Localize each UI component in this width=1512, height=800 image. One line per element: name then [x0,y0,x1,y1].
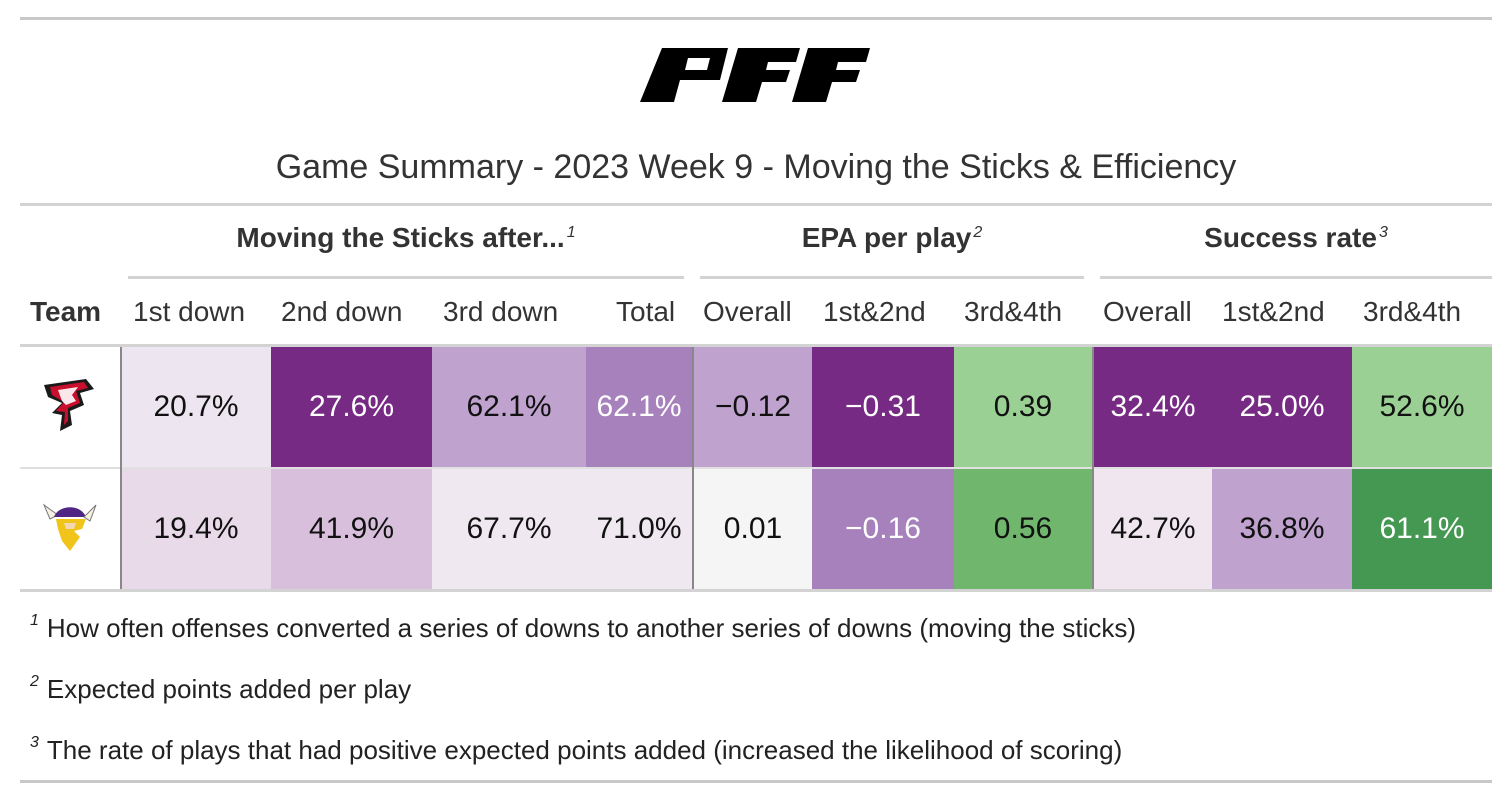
col-sr-3rd-4th: 3rd&4th [1363,296,1462,327]
cell-sr-1st-2nd: 25.0% [1212,347,1352,467]
cell-value: 71.0% [596,512,682,545]
vikings-logo-icon [42,503,97,551]
footnote-1: 1 How often offenses converted a series o… [30,612,1136,644]
footnote-2: 2 Expected points added per play [30,673,411,705]
col-epa-3rd-4th: 3rd&4th [964,296,1063,327]
col-3rd-down: 3rd down [443,296,559,327]
spanner-moving-sticks: Moving the Sticks after... 1 [128,222,684,272]
cell-value: 19.4% [153,512,239,545]
cell-sr-overall: 32.4% [1094,347,1212,467]
footnote-mark: 1 [30,612,39,629]
row-separator [20,467,1492,469]
col-team: Team [30,296,102,327]
cell-value: 62.1% [596,390,682,423]
spanner-underline [128,276,684,279]
cell-value: 61.1% [1379,512,1465,545]
spanner-label: EPA per play [801,222,972,253]
cell-epa-3rd-4th: 0.56 [954,469,1092,589]
footnote-mark: 3 [30,734,39,751]
pff-logo [640,48,870,102]
spanner-underline [700,276,1084,279]
spanner-underline [1100,276,1492,279]
cell-value: 36.8% [1239,512,1325,545]
cell-value: 25.0% [1239,390,1325,423]
footnote-3: 3 The rate of plays that had positive exp… [30,734,1122,766]
col-sr-1st-2nd: 1st&2nd [1222,296,1325,327]
cell-value: 41.9% [308,512,395,545]
table-title: Game Summary - 2023 Week 9 - Moving the … [275,148,1237,186]
footnote-mark: 2 [30,673,39,690]
cell-epa-1st-2nd: −0.31 [812,347,954,467]
top-rule [20,17,1492,20]
falcons-logo-icon [44,379,94,431]
cell-value: 0.56 [993,512,1053,545]
cell-value: 27.6% [308,390,395,423]
table-row: 20.7% 27.6% 62.1% 62.1% −0.12 −0.31 0.39… [20,347,1492,467]
cell-sr-3rd-4th: 52.6% [1352,347,1492,467]
cell-2nd-down: 27.6% [271,347,432,467]
cell-3rd-down: 62.1% [432,347,586,467]
cell-value: −0.12 [715,390,791,423]
cell-sr-1st-2nd: 36.8% [1212,469,1352,589]
cell-sr-3rd-4th: 61.1% [1352,469,1492,589]
cell-value: −0.16 [845,512,921,545]
cell-value: 52.6% [1379,390,1465,423]
cell-2nd-down: 41.9% [271,469,432,589]
table-bottom-rule [20,589,1492,592]
cell-epa-3rd-4th: 0.39 [954,347,1092,467]
team-cell [20,347,120,467]
team-divider [120,347,122,589]
cell-sr-overall: 42.7% [1094,469,1212,589]
spanner-epa: EPA per play 2 [700,222,1084,272]
spanner-label: Moving the Sticks after... [236,222,565,253]
spanner-success-rate: Success rate 3 [1100,222,1492,272]
cell-epa-overall: −0.12 [694,347,812,467]
cell-value: 32.4% [1110,390,1196,423]
cell-3rd-down: 67.7% [432,469,586,589]
cell-epa-overall: 0.01 [694,469,812,589]
cell-value: 42.7% [1110,512,1196,545]
group-divider [692,347,694,589]
col-1st-down: 1st down [133,296,246,327]
cell-total: 71.0% [586,469,692,589]
footnote-mark: 2 [973,223,983,241]
cell-value: 0.39 [993,390,1053,423]
footnote-text: The rate of plays that had positive expe… [46,735,1123,765]
footnote-mark: 3 [1378,223,1388,241]
col-2nd-down: 2nd down [281,296,403,327]
cell-1st-down: 20.7% [121,347,271,467]
cell-1st-down: 19.4% [121,469,271,589]
spanner-label: Success rate [1204,222,1377,253]
footnote-text: Expected points added per play [46,674,412,704]
col-epa-overall: Overall [703,296,792,327]
bottom-rule [20,780,1492,783]
group-divider [1092,347,1094,589]
team-cell [20,469,120,589]
cell-epa-1st-2nd: −0.16 [812,469,954,589]
footnote-mark: 1 [566,223,576,241]
table-row: 19.4% 41.9% 67.7% 71.0% 0.01 −0.16 0.56 … [20,469,1492,589]
cell-value: 0.01 [723,512,783,545]
col-sr-overall: Overall [1103,296,1192,327]
cell-value: 67.7% [466,512,552,545]
cell-value: −0.31 [845,390,921,423]
title-rule [20,203,1492,206]
col-epa-1st-2nd: 1st&2nd [823,296,926,327]
cell-value: 20.7% [153,390,239,423]
header-rule [20,344,1492,347]
footnote-text: How often offenses converted a series of… [46,613,1137,643]
cell-value: 62.1% [466,390,552,423]
cell-total: 62.1% [586,347,692,467]
col-total: Total [616,296,676,327]
